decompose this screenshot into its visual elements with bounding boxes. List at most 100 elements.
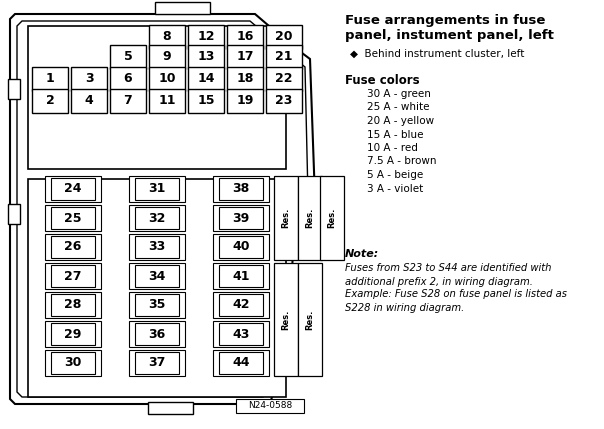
- Text: Note:: Note:: [345, 249, 379, 259]
- Bar: [129, 176, 185, 202]
- Bar: [135, 352, 179, 374]
- Text: Fuse colors: Fuse colors: [345, 74, 420, 87]
- Bar: [28, 179, 286, 397]
- Text: 10 A - red: 10 A - red: [367, 143, 418, 153]
- Bar: [213, 234, 269, 260]
- Text: 35: 35: [149, 299, 165, 311]
- Text: 5: 5: [124, 51, 132, 63]
- Text: Example: Fuse S28 on fuse panel is listed as
S228 in wiring diagram.: Example: Fuse S28 on fuse panel is liste…: [345, 289, 567, 313]
- Text: 21: 21: [275, 51, 293, 63]
- Bar: [213, 321, 269, 347]
- Bar: [266, 89, 302, 113]
- Bar: [149, 25, 185, 49]
- Text: Fuse arrangements in fuse: Fuse arrangements in fuse: [345, 14, 545, 27]
- Text: 39: 39: [233, 211, 249, 224]
- Text: N24-0588: N24-0588: [248, 402, 292, 411]
- Text: 4: 4: [85, 94, 94, 108]
- Bar: [219, 207, 263, 229]
- Bar: [236, 399, 304, 413]
- Bar: [129, 321, 185, 347]
- Text: 6: 6: [124, 73, 132, 85]
- Bar: [149, 67, 185, 91]
- Bar: [213, 350, 269, 376]
- Bar: [219, 178, 263, 200]
- Text: 34: 34: [149, 269, 165, 283]
- Text: 2: 2: [46, 94, 54, 108]
- Bar: [135, 323, 179, 345]
- Text: 9: 9: [162, 51, 172, 63]
- Text: 36: 36: [149, 327, 165, 341]
- Bar: [149, 89, 185, 113]
- Text: 17: 17: [236, 51, 254, 63]
- Text: 42: 42: [233, 299, 249, 311]
- Bar: [227, 25, 263, 49]
- Bar: [188, 67, 224, 91]
- Text: 25 A - white: 25 A - white: [367, 103, 429, 112]
- Text: 27: 27: [64, 269, 82, 283]
- Bar: [45, 176, 101, 202]
- Bar: [227, 45, 263, 69]
- Bar: [213, 176, 269, 202]
- Text: Fuses from S23 to S44 are identified with
additional prefix 2, in wiring diagram: Fuses from S23 to S44 are identified wit…: [345, 263, 551, 287]
- Bar: [266, 67, 302, 91]
- Polygon shape: [10, 14, 315, 404]
- Text: 38: 38: [233, 182, 249, 196]
- Bar: [219, 265, 263, 287]
- Text: 30 A - green: 30 A - green: [367, 89, 431, 99]
- Text: 20 A - yellow: 20 A - yellow: [367, 116, 434, 126]
- Bar: [188, 89, 224, 113]
- Bar: [135, 294, 179, 316]
- Text: 26: 26: [64, 241, 82, 254]
- Text: Res.: Res.: [281, 309, 291, 330]
- Text: 18: 18: [236, 73, 254, 85]
- Bar: [149, 45, 185, 69]
- Bar: [110, 67, 146, 91]
- Bar: [219, 294, 263, 316]
- Bar: [129, 205, 185, 231]
- Text: 31: 31: [149, 182, 165, 196]
- Bar: [227, 67, 263, 91]
- Bar: [28, 26, 286, 169]
- Bar: [298, 263, 322, 376]
- Bar: [188, 45, 224, 69]
- Text: 29: 29: [64, 327, 82, 341]
- Text: 37: 37: [149, 356, 165, 369]
- Text: 7: 7: [124, 94, 132, 108]
- Bar: [110, 45, 146, 69]
- Bar: [71, 89, 107, 113]
- Text: 16: 16: [236, 30, 254, 43]
- Bar: [45, 263, 101, 289]
- Text: Res.: Res.: [306, 309, 315, 330]
- Bar: [266, 45, 302, 69]
- Bar: [32, 67, 68, 91]
- Bar: [129, 234, 185, 260]
- Bar: [45, 321, 101, 347]
- Bar: [51, 236, 95, 258]
- Text: ◆  Behind instrument cluster, left: ◆ Behind instrument cluster, left: [350, 49, 524, 59]
- Text: 22: 22: [275, 73, 293, 85]
- Text: 28: 28: [64, 299, 82, 311]
- Bar: [51, 265, 95, 287]
- Bar: [45, 205, 101, 231]
- Text: 23: 23: [275, 94, 293, 108]
- Bar: [135, 265, 179, 287]
- Bar: [219, 236, 263, 258]
- Bar: [135, 207, 179, 229]
- Bar: [213, 292, 269, 318]
- Bar: [51, 323, 95, 345]
- Bar: [129, 292, 185, 318]
- Bar: [51, 207, 95, 229]
- Text: 7.5 A - brown: 7.5 A - brown: [367, 157, 437, 166]
- Text: 20: 20: [275, 30, 293, 43]
- Bar: [155, 2, 210, 14]
- Text: 13: 13: [198, 51, 214, 63]
- Text: 12: 12: [198, 30, 215, 43]
- Bar: [135, 236, 179, 258]
- Text: 30: 30: [64, 356, 82, 369]
- Bar: [51, 352, 95, 374]
- Bar: [266, 25, 302, 49]
- Bar: [8, 79, 20, 99]
- Text: 44: 44: [233, 356, 249, 369]
- Text: 10: 10: [158, 73, 176, 85]
- Text: panel, instument panel, left: panel, instument panel, left: [345, 29, 554, 42]
